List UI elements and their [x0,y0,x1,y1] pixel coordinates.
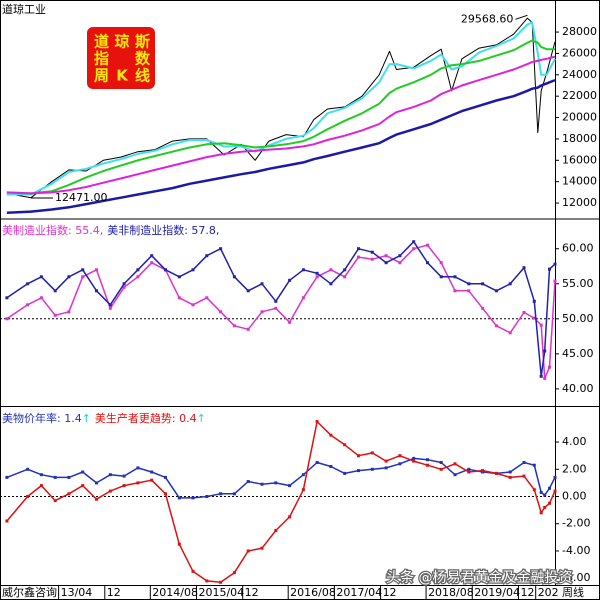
series-line [6,55,556,195]
legend-entry: 美制造业指数: 55.4, [2,223,103,237]
y-tick-label: 50.00 [562,312,594,325]
y-tick-label: 4.00 [562,435,587,448]
series-line [5,420,557,584]
x-tick-label: 2019/04 [474,586,520,599]
x-tick-label: 2018/08 [428,586,474,599]
annotation-leader [515,14,528,20]
legend: 美物价年率: 1.4↑ 美生产者更趋势: 0.4↑ [2,411,206,425]
y-tick-label: -6.00 [562,571,590,584]
x-tick-label: 12 [383,586,397,599]
series-line [6,21,556,196]
annotation: 29568.60 [461,12,514,25]
legend-trend: ↑ [82,412,91,425]
badge-text: 道琼斯 [94,33,150,51]
x-tick-label: 2015/04 [198,586,244,599]
legend-trend: ↑ [197,412,206,425]
y-tick-label: 24000 [562,68,597,81]
legend-entry: 美生产者更趋势: 0.4 [95,411,197,425]
x-tick-label: 13/04 [61,586,93,599]
period: 周线 [562,585,584,599]
y-tick-label: 45.00 [562,347,594,360]
legend-entry: 美物价年率: 1.4 [2,411,82,425]
y-tick-label: 22000 [562,89,597,102]
x-tick-label: 12 [520,586,534,599]
series-line [6,78,556,214]
y-tick-label: 40.00 [562,382,594,395]
y-tick-label: 16000 [562,153,597,166]
badge-box [87,27,155,89]
x-tick-label: 202 [538,586,559,599]
y-tick-label: 14000 [562,175,597,188]
y-tick-label: -2.00 [562,517,590,530]
badge-text: 周K线 [94,67,150,85]
y-tick-label: 20000 [562,111,597,124]
watermark: 头条 @杨易君黄金及金融投资 [386,569,572,586]
y-tick-label: 2.00 [562,462,587,475]
x-tick-label: 2016/08 [290,586,336,599]
y-tick-label: 26000 [562,46,597,59]
series-line [6,39,555,195]
x-tick-label: 2017/04 [336,586,382,599]
y-tick-label: 0.00 [562,490,587,503]
y-tick-label: 18000 [562,132,597,145]
x-tick-label: 2014/08 [152,586,198,599]
annotation: 12471.00 [55,191,107,204]
legend-entry: 美非制造业指数: 57.8, [107,223,219,237]
legend: 美制造业指数: 55.4, 美非制造业指数: 57.8, [2,223,219,237]
series-line [6,17,556,199]
series-line [5,240,557,378]
y-tick-label: 28000 [562,25,597,38]
x-tick-label: 12 [107,586,121,599]
chart-title: 道琼工业 [2,2,46,16]
y-tick-label: -4.00 [562,544,590,557]
series-line [5,243,557,380]
y-tick-label: 55.00 [562,277,594,290]
source: 威尔鑫咨询 [2,585,57,599]
y-tick-label: 12000 [562,196,597,209]
x-tick-label: 12 [245,586,259,599]
y-tick-label: 60.00 [562,242,594,255]
